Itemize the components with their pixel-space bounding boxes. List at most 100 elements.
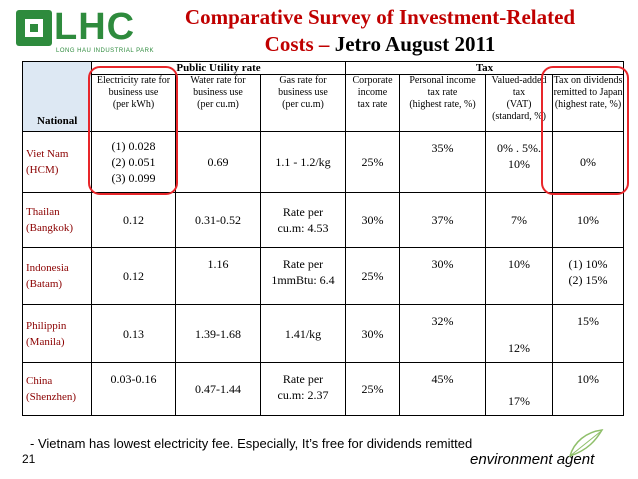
gas-value: cu.m: 4.53 (277, 221, 329, 236)
country-cell: Thailan (Bangkok) (22, 192, 92, 249)
page-number: 21 (22, 452, 36, 466)
column-header-line: (per cu.m) (197, 99, 239, 110)
dividends-cell: 0% (552, 130, 625, 194)
footnote: - Vietnam has lowest electricity fee. Es… (30, 436, 473, 451)
country-label: Viet Nam (26, 148, 69, 161)
corporate-cell: 25% (345, 247, 401, 306)
country-label: Indonesia (26, 262, 69, 275)
dividends-value: (1) 10% (568, 257, 608, 272)
column-header-electricity: Electricity rate for business use (per kWh… (91, 74, 176, 132)
comparison-table: National Public Utility rate Tax Electri… (22, 61, 625, 416)
table-row: China (Shenzhen) 0.03-0.16 0.47-1.44 Rate pe… (22, 362, 625, 416)
corporate-value: 25% (361, 269, 384, 284)
country-label: Thailan (26, 206, 60, 219)
electricity-value: 0.12 (123, 269, 144, 284)
column-header-line: (VAT) (506, 99, 532, 110)
column-header-corporate: Corporate income tax rate (345, 74, 401, 132)
dividends-cell: 15% (552, 304, 625, 364)
dividends-cell: 10% (552, 362, 625, 416)
vat-value: 7% (511, 213, 528, 228)
electricity-cell: (1) 0.028 (2) 0.051 (3) 0.099 (91, 130, 176, 194)
water-value: 0.69 (207, 155, 229, 170)
electricity-value: (2) 0.051 (111, 155, 156, 170)
title-line-2-red: Costs – (264, 32, 330, 56)
vat-cell: 17% (485, 362, 554, 416)
logo-subtitle: LONG HAU INDUSTRIAL PARK (56, 48, 155, 54)
corporate-cell: 25% (345, 362, 401, 416)
corporate-cell: 25% (345, 130, 401, 194)
column-header-line: Gas rate for (279, 75, 327, 86)
slide-title: Comparative Survey of Investment-Related… (150, 4, 610, 58)
country-label: (Batam) (26, 278, 63, 291)
highlight-circle-electricity (88, 66, 178, 195)
personal-cell: 30% (399, 247, 487, 306)
electricity-value: (3) 0.099 (111, 171, 156, 186)
gas-cell: Rate per 1mmBtu: 6.4 (259, 247, 347, 306)
vat-value: 10% (508, 157, 531, 171)
national-label: National (37, 115, 78, 127)
column-header-line: business use (108, 87, 159, 98)
water-cell: 1.39-1.68 (175, 304, 261, 364)
column-header-line: tax rate (427, 87, 458, 98)
personal-value: 30% (431, 257, 454, 272)
country-cell: Philippin (Manila) (22, 304, 92, 364)
dividends-value: 10% (577, 372, 600, 387)
corporate-value: 25% (361, 382, 384, 397)
logo-text: LHC (54, 6, 136, 48)
gas-value: cu.m: 2.37 (277, 388, 329, 403)
vat-value: 0% . 5%. (497, 141, 542, 155)
column-header-personal: Personal income tax rate (highest rate, %) (399, 74, 487, 132)
country-label: China (26, 375, 53, 388)
lhc-logo: LHC LONG HAU INDUSTRIAL PARK (16, 6, 156, 58)
country-label: (Bangkok) (26, 222, 74, 235)
electricity-cell: 0.12 (91, 192, 176, 249)
table-row: Indonesia (Batam) 0.12 1.16 Rate per 1mmBtu: … (22, 247, 625, 306)
dividends-value: 0% (580, 155, 597, 170)
gas-value: Rate per (282, 205, 324, 220)
country-cell: Viet Nam (HCM) (22, 130, 92, 194)
dividends-cell: (1) 10% (2) 15% (552, 247, 625, 306)
corporate-cell: 30% (345, 304, 401, 364)
column-header-line: (standard, %) (492, 111, 546, 122)
table-body: Viet Nam (HCM) (1) 0.028 (2) 0.051 (3) 0.099… (22, 130, 625, 416)
personal-cell: 32% (399, 304, 487, 364)
corporate-value: 30% (361, 213, 384, 228)
electricity-value: 0.03-0.16 (110, 372, 157, 387)
table-row: Viet Nam (HCM) (1) 0.028 (2) 0.051 (3) 0.099… (22, 130, 625, 194)
country-label: (Manila) (26, 335, 65, 348)
personal-cell: 45% (399, 362, 487, 416)
column-header-line: Personal income (409, 75, 476, 86)
corporate-value: 30% (361, 326, 384, 341)
country-label: (HCM) (26, 164, 59, 177)
column-header-line: business use (193, 87, 243, 98)
column-header-water: Water rate for business use (per cu.m) (175, 74, 261, 132)
column-header-row: Electricity rate for business use (per kWh… (23, 74, 625, 132)
country-label: Philippin (26, 319, 67, 332)
highlight-circle-dividends (541, 66, 629, 195)
column-header-line: (highest rate, %) (409, 99, 476, 110)
water-value: 0.47-1.44 (195, 382, 241, 397)
column-header-line: (highest rate, %) (554, 99, 622, 110)
column-header-line: Valued-added (491, 75, 547, 86)
country-cell: China (Shenzhen) (22, 362, 92, 416)
table-row: Philippin (Manila) 0.13 1.39-1.68 1.41/kg 30%… (22, 304, 625, 364)
corporate-cell: 30% (345, 192, 401, 249)
table-row: Thailan (Bangkok) 0.12 0.31-0.52 Rate per cu.… (22, 192, 625, 249)
dividends-cell: 10% (552, 192, 625, 249)
column-header-line: (per kWh) (112, 99, 155, 110)
electricity-cell: 0.12 (91, 247, 176, 306)
column-header-dividends: Tax on dividends remitted to Japan (highes… (552, 74, 625, 132)
electricity-value: (1) 0.028 (111, 139, 156, 154)
corporate-value: 25% (361, 155, 384, 170)
gas-cell: 1.41/kg (259, 304, 347, 364)
column-header-line: Electricity rate for (96, 75, 171, 86)
column-header-line: income (357, 87, 388, 98)
personal-value: 37% (431, 213, 454, 228)
column-header-line: Water rate for (190, 75, 246, 86)
personal-value: 35% (431, 141, 454, 155)
column-header-line: tax (512, 87, 526, 98)
water-cell: 0.69 (175, 130, 261, 194)
vat-cell: 7% (485, 192, 554, 249)
electricity-cell: 0.13 (91, 304, 176, 364)
country-cell: Indonesia (Batam) (22, 247, 92, 306)
